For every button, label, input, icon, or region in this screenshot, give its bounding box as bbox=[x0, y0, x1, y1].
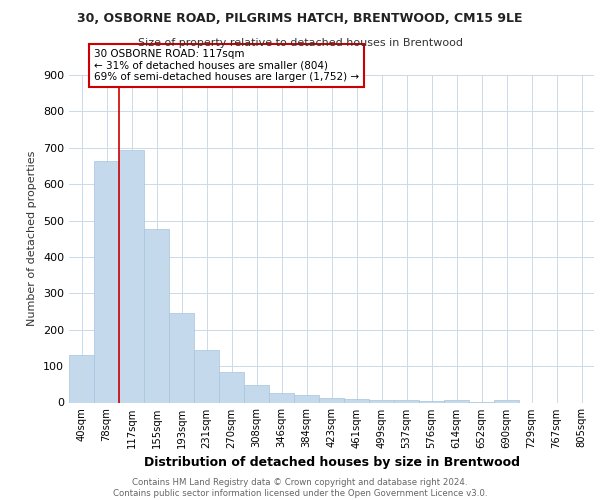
Bar bbox=[219, 372, 244, 402]
Bar bbox=[444, 400, 469, 402]
Bar bbox=[244, 385, 269, 402]
Text: 30, OSBORNE ROAD, PILGRIMS HATCH, BRENTWOOD, CM15 9LE: 30, OSBORNE ROAD, PILGRIMS HATCH, BRENTW… bbox=[77, 12, 523, 26]
Text: Size of property relative to detached houses in Brentwood: Size of property relative to detached ho… bbox=[137, 38, 463, 48]
Y-axis label: Number of detached properties: Number of detached properties bbox=[28, 151, 37, 326]
Bar bbox=[144, 228, 169, 402]
Text: 30 OSBORNE ROAD: 117sqm
← 31% of detached houses are smaller (804)
69% of semi-d: 30 OSBORNE ROAD: 117sqm ← 31% of detache… bbox=[94, 49, 359, 82]
Bar bbox=[419, 401, 444, 402]
Bar bbox=[394, 400, 419, 402]
Text: Contains HM Land Registry data © Crown copyright and database right 2024.
Contai: Contains HM Land Registry data © Crown c… bbox=[113, 478, 487, 498]
X-axis label: Distribution of detached houses by size in Brentwood: Distribution of detached houses by size … bbox=[143, 456, 520, 469]
Bar bbox=[169, 314, 194, 402]
Bar bbox=[119, 150, 144, 402]
Bar bbox=[494, 400, 519, 402]
Bar bbox=[294, 395, 319, 402]
Bar bbox=[369, 400, 394, 402]
Bar bbox=[194, 350, 219, 403]
Bar bbox=[69, 355, 94, 403]
Bar bbox=[319, 398, 344, 402]
Bar bbox=[269, 394, 294, 402]
Bar bbox=[344, 399, 369, 402]
Bar bbox=[94, 160, 119, 402]
